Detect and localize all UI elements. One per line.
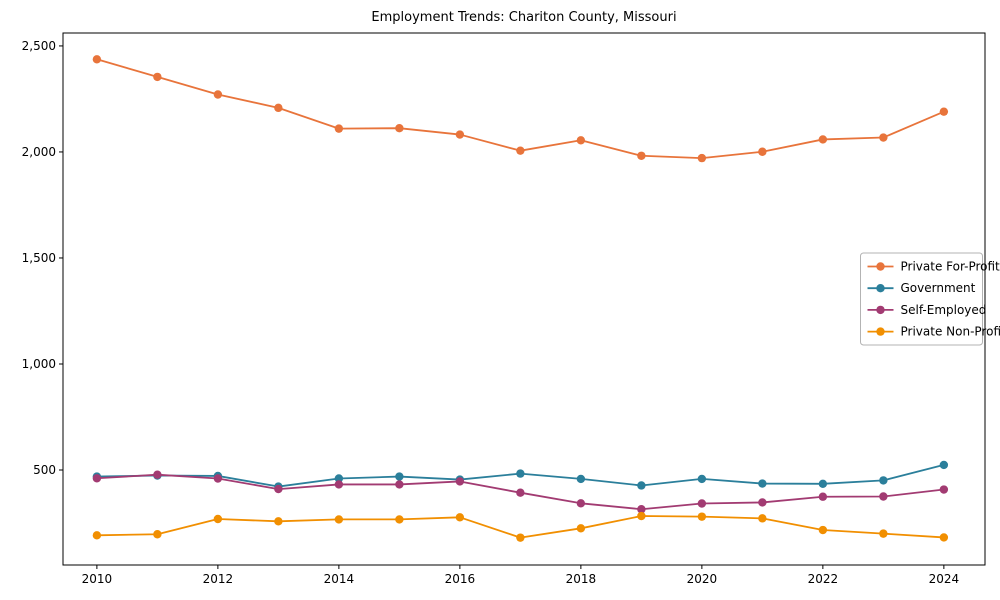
x-tick-label: 2012 — [203, 572, 234, 586]
legend-label: Private For-Profit — [901, 260, 1000, 274]
series-marker — [697, 512, 707, 521]
legend-swatch-marker — [876, 327, 885, 336]
series-marker — [576, 524, 586, 533]
series-marker — [92, 474, 102, 483]
series-marker — [334, 480, 344, 489]
x-tick-label: 2022 — [808, 572, 839, 586]
series-marker — [758, 498, 767, 507]
series-marker — [455, 513, 465, 522]
series-marker — [697, 499, 707, 508]
series-marker — [153, 530, 162, 539]
series-marker — [697, 474, 707, 484]
series-marker — [818, 525, 828, 535]
series-marker — [637, 511, 646, 521]
series-marker — [153, 72, 162, 82]
series-marker — [213, 474, 223, 483]
series-marker — [939, 107, 949, 116]
legend-label: Private Non-Profit — [901, 325, 1000, 339]
series-marker — [818, 135, 828, 144]
series-marker — [697, 153, 707, 163]
y-tick-label: 2,500 — [22, 39, 56, 53]
series-marker — [879, 529, 888, 538]
series-marker — [576, 474, 586, 484]
legend-item: Government — [867, 281, 976, 295]
chart-title: Employment Trends: Chariton County, Miss… — [371, 10, 676, 25]
series-marker — [516, 146, 525, 155]
legend-label: Government — [901, 281, 976, 295]
series-marker — [334, 474, 344, 483]
series-marker — [576, 499, 586, 508]
legend-item: Private For-Profit — [867, 260, 1000, 274]
series-line — [96, 58, 945, 160]
legend-box — [860, 252, 983, 346]
y-tick-label: 1,000 — [22, 357, 56, 371]
series-marker — [213, 514, 223, 524]
y-tick-label: 1,500 — [22, 251, 56, 265]
series-marker — [758, 147, 767, 156]
series-marker — [455, 477, 465, 486]
legend-swatch-marker — [876, 262, 885, 271]
series-marker — [334, 515, 344, 524]
axes-spines — [62, 32, 986, 566]
x-tick-label: 2010 — [82, 572, 113, 586]
y-tick-label: 500 — [33, 463, 56, 477]
series-marker — [516, 533, 525, 542]
series-marker — [516, 488, 525, 497]
x-tick-label: 2024 — [929, 572, 960, 586]
series-marker — [92, 531, 102, 540]
plot-frame: 500 1,000 1,500 2,000 2,500 2010 2012 2014 2016 2… — [22, 32, 986, 586]
series-marker — [818, 479, 828, 488]
series-marker — [879, 492, 888, 501]
series-marker — [395, 515, 404, 524]
series-marker — [637, 481, 646, 490]
series-marker — [274, 103, 283, 113]
series-marker — [758, 479, 767, 488]
series-marker — [395, 124, 404, 133]
x-tick-label: 2020 — [687, 572, 718, 586]
series-marker — [455, 130, 465, 139]
series-marker — [213, 90, 223, 99]
y-tick-label: 2,000 — [22, 145, 56, 159]
x-tick-label: 2016 — [445, 572, 476, 586]
series-marker — [818, 492, 828, 501]
legend: Private For-Profit Government Self-Employe… — [860, 252, 1000, 346]
series-marker — [334, 124, 344, 133]
series-marker — [274, 517, 283, 526]
series-marker — [576, 136, 586, 145]
series-marker — [637, 505, 646, 514]
series-marker — [939, 485, 949, 494]
series-marker — [879, 133, 888, 142]
series-marker — [274, 484, 283, 494]
series-marker — [879, 476, 888, 485]
series-marker — [758, 514, 767, 523]
plot-series — [92, 55, 949, 542]
legend-swatch-marker — [876, 305, 885, 315]
series-marker — [516, 469, 525, 478]
series-marker — [637, 151, 646, 160]
series-marker — [395, 472, 404, 481]
legend-item: Private Non-Profit — [867, 325, 1000, 339]
legend-label: Self-Employed — [901, 303, 987, 317]
legend-swatch-marker — [876, 284, 885, 293]
series-marker — [939, 533, 949, 542]
series-marker — [395, 480, 404, 489]
legend-item: Self-Employed — [867, 303, 987, 317]
series-marker — [939, 460, 949, 470]
series-marker — [92, 55, 102, 64]
x-tick-label: 2018 — [566, 572, 597, 586]
x-tick-label: 2014 — [324, 572, 355, 586]
series-marker — [153, 470, 162, 479]
